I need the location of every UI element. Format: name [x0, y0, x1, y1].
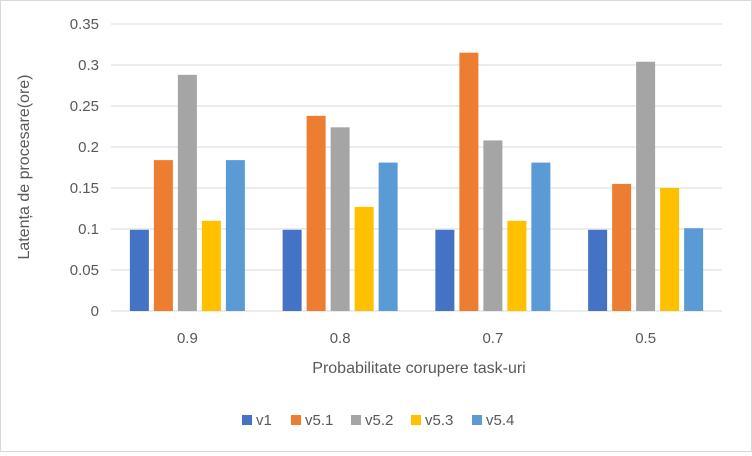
y-tick-label: 0.15: [70, 180, 99, 197]
bar-v5.3-0.8: [354, 206, 374, 311]
legend-swatch-v5.2: [351, 415, 361, 425]
legend-label-v5.1: v5.1: [305, 412, 333, 429]
y-axis-label: Latența de procesare(ore): [16, 75, 33, 260]
y-tick-labels: 0 0.05 0.1 0.15 0.2 0.25 0.3 0.35: [70, 16, 99, 320]
x-tick-label: 0.8: [330, 330, 351, 347]
bar-v5.2-0.9: [177, 74, 197, 311]
legend-swatch-v5.4: [472, 415, 482, 425]
y-tick-label: 0.2: [78, 139, 99, 156]
bar-v1-0.8: [282, 229, 302, 311]
legend-label-v5.4: v5.4: [486, 412, 514, 429]
legend: v1 v5.1 v5.2 v5.3 v5.4: [242, 412, 514, 429]
bars: [129, 52, 704, 311]
y-tick-label: 0.35: [70, 16, 99, 33]
legend-label-v5.2: v5.2: [365, 412, 393, 429]
bar-v5.2-0.7: [483, 140, 503, 311]
legend-label-v1: v1: [256, 412, 272, 429]
bar-v1-0.5: [588, 229, 608, 311]
legend-swatch-v5.1: [291, 415, 301, 425]
bar-v1-0.9: [129, 229, 149, 311]
y-tick-label: 0.05: [70, 262, 99, 279]
y-tick-label: 0.25: [70, 98, 99, 115]
x-tick-labels: 0.9 0.8 0.7 0.5: [177, 330, 656, 347]
x-axis-label: Probabilitate corupere task-uri: [312, 360, 525, 377]
bar-v5.3-0.9: [201, 220, 221, 311]
bar-v5.4-0.5: [684, 228, 704, 311]
bar-v5.3-0.5: [660, 188, 680, 311]
bar-v5.1-0.9: [153, 160, 173, 311]
y-tick-label: 0: [91, 303, 99, 320]
legend-label-v5.3: v5.3: [425, 412, 453, 429]
y-tick-label: 0.1: [78, 221, 99, 238]
y-tick-label: 0.3: [78, 57, 99, 74]
bar-v5.4-0.9: [225, 160, 245, 311]
bar-v5.4-0.7: [531, 162, 551, 311]
bar-v5.2-0.5: [636, 61, 656, 311]
x-tick-label: 0.9: [177, 330, 198, 347]
legend-swatch-v1: [242, 415, 252, 425]
x-tick-label: 0.5: [635, 330, 656, 347]
x-tick-label: 0.7: [482, 330, 503, 347]
bar-v5.1-0.5: [612, 183, 632, 311]
bar-v5.1-0.7: [459, 52, 479, 311]
bar-v5.1-0.8: [306, 115, 326, 311]
bar-v5.2-0.8: [330, 127, 350, 311]
bar-v5.3-0.7: [507, 220, 527, 311]
bar-v1-0.7: [435, 229, 455, 311]
bar-v5.4-0.8: [378, 162, 398, 311]
legend-swatch-v5.3: [411, 415, 421, 425]
